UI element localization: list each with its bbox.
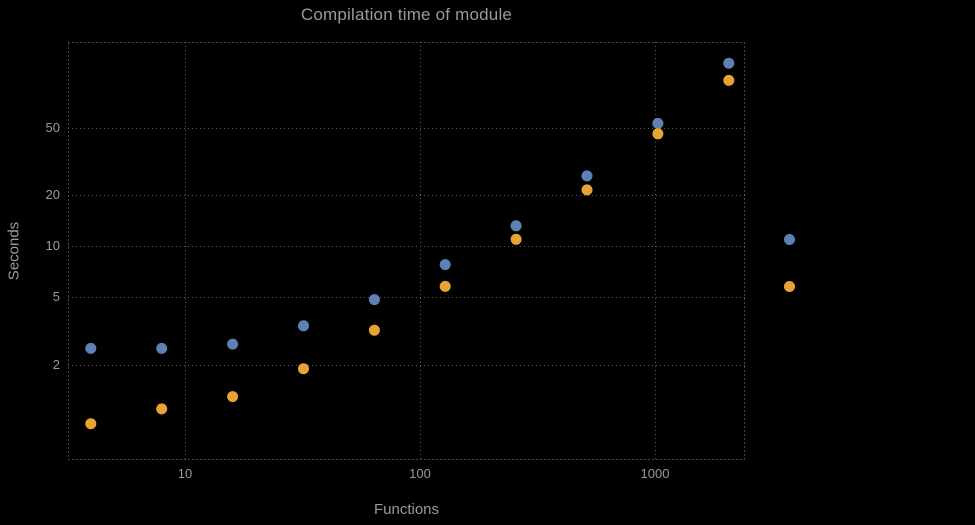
- data-point-series-1-blue: [368, 294, 380, 306]
- x-tick-label: 100: [409, 466, 431, 481]
- plot-area: [68, 42, 745, 460]
- data-point-series-1-blue: [298, 320, 309, 332]
- legend: [784, 234, 798, 298]
- legend-marker-series-1-blue: [784, 234, 795, 245]
- data-point-series-1-blue: [581, 170, 593, 182]
- x-tick-label: 1000: [640, 466, 670, 481]
- data-point-series-1-blue: [510, 220, 522, 232]
- plot-frame: [68, 42, 745, 460]
- data-point-series-2-orange: [652, 128, 664, 140]
- legend-marker-series-2-orange: [784, 281, 795, 292]
- y-tick-label: 2: [52, 357, 60, 372]
- data-point-series-2-orange: [581, 184, 593, 196]
- data-point-series-2-orange: [368, 324, 380, 336]
- data-point-series-1-blue: [227, 338, 239, 350]
- plot-svg: [68, 42, 745, 460]
- y-tick-label: 20: [45, 187, 60, 202]
- data-point-series-1-blue: [85, 342, 97, 354]
- chart-title: Compilation time of module: [300, 5, 513, 24]
- y-tick-label: 5: [52, 289, 60, 304]
- data-point-series-1-blue: [156, 342, 168, 354]
- data-point-series-1-blue: [723, 57, 735, 69]
- data-point-series-2-orange: [723, 74, 735, 86]
- data-point-series-2-orange: [85, 418, 97, 430]
- data-point-series-2-orange: [510, 233, 522, 245]
- data-point-series-2-orange: [227, 391, 239, 403]
- y-tick-label: 50: [45, 120, 60, 135]
- data-point-series-2-orange: [439, 280, 451, 292]
- x-axis-label: Functions: [373, 501, 440, 518]
- x-tick-label: 10: [177, 466, 193, 481]
- data-point-series-1-blue: [439, 259, 451, 271]
- data-point-series-1-blue: [652, 117, 664, 129]
- data-point-series-2-orange: [156, 403, 168, 415]
- y-tick-label: 10: [45, 238, 60, 253]
- data-point-series-2-orange: [298, 363, 309, 375]
